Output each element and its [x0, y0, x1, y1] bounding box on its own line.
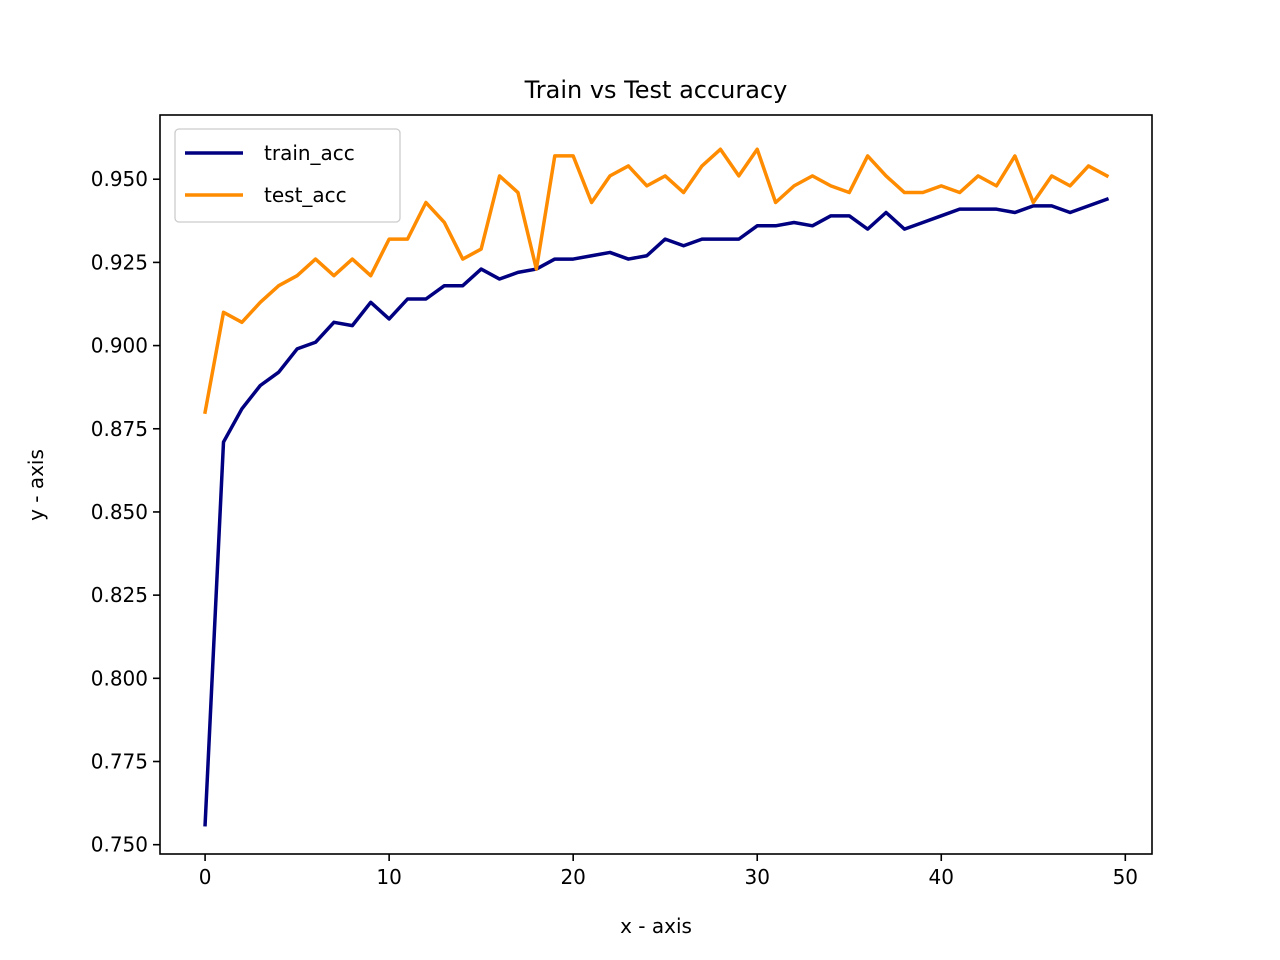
x-axis-label: x - axis	[620, 914, 692, 938]
x-tick-label: 20	[560, 865, 585, 889]
series-layer	[203, 147, 1110, 827]
y-tick-label: 0.800	[91, 666, 148, 690]
y-tick-label: 0.775	[91, 750, 148, 774]
plot-area	[160, 115, 1152, 854]
chart-title: Train vs Test accuracy	[524, 76, 788, 104]
plot-frame	[159, 114, 1153, 855]
axes-layer: 0 10 20 30 40 50 0.750 0.775 0.800 0.825 0.850 0.87…	[91, 114, 1153, 889]
x-tick-label: 10	[376, 865, 401, 889]
x-tick-label: 30	[744, 865, 769, 889]
series-line-test_acc	[203, 147, 1110, 415]
series-line-train_acc	[203, 196, 1110, 827]
y-tick-label: 0.825	[91, 583, 148, 607]
x-tick-label: 40	[929, 865, 954, 889]
y-tick-label: 0.875	[91, 417, 148, 441]
legend-label-test_acc: test_acc	[264, 183, 347, 207]
legend: train_acc test_acc	[174, 128, 401, 223]
y-tick-label: 0.950	[91, 167, 148, 191]
y-tick-label: 0.925	[91, 250, 148, 274]
y-tick-label: 0.850	[91, 500, 148, 524]
x-tick-label: 50	[1113, 865, 1138, 889]
plot-background	[160, 115, 1152, 854]
y-tick-label: 0.900	[91, 334, 148, 358]
y-tick-label: 0.750	[91, 833, 148, 857]
x-tick-label: 0	[199, 865, 212, 889]
y-axis-label: y - axis	[24, 449, 48, 521]
legend-label-train_acc: train_acc	[264, 141, 355, 165]
